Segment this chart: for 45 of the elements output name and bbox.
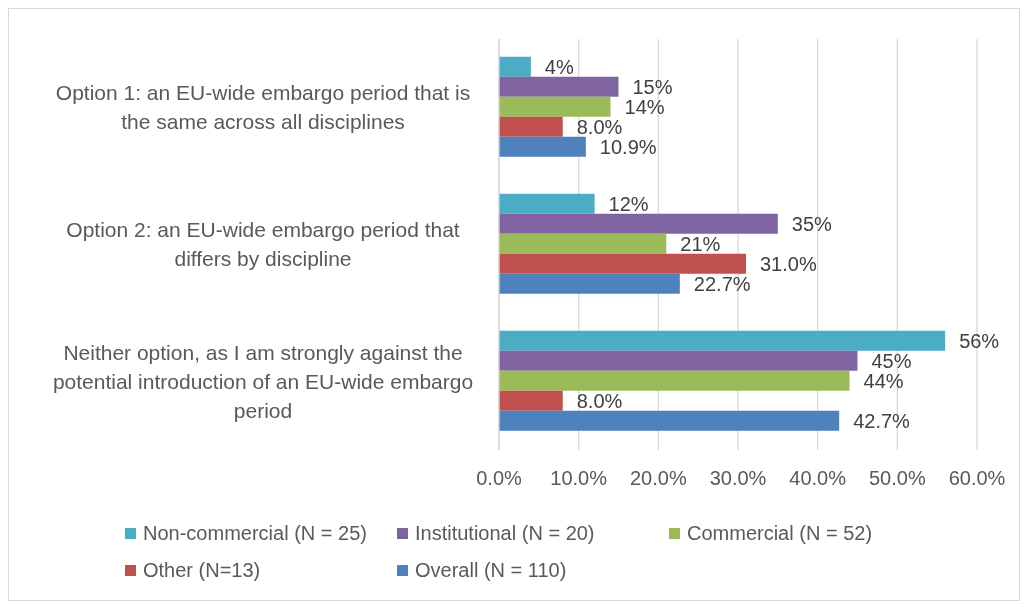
data-label: 8.0% bbox=[576, 115, 623, 138]
y-tick-label: Option 2: an EU-wide embargo period that differs by discipline bbox=[66, 218, 460, 271]
data-label: 45% bbox=[871, 349, 912, 372]
data-label: 44% bbox=[863, 369, 904, 392]
bar bbox=[499, 136, 586, 157]
legend-label: Institutional (N = 20) bbox=[415, 521, 595, 545]
bar bbox=[499, 213, 778, 234]
bar bbox=[499, 350, 858, 371]
x-tick-label: 20.0% bbox=[629, 467, 687, 490]
bar bbox=[499, 390, 563, 411]
data-label: 14% bbox=[624, 95, 665, 118]
x-tick-label: 10.0% bbox=[550, 467, 608, 490]
data-label: 21% bbox=[680, 232, 721, 255]
bar bbox=[499, 410, 840, 431]
y-tick-label: Option 1: an EU-wide embargo period that is the same across all disciplines bbox=[55, 81, 471, 134]
bar bbox=[499, 370, 850, 391]
data-label: 22.7% bbox=[693, 272, 751, 295]
x-tick-label: 60.0% bbox=[948, 467, 1006, 490]
bar bbox=[499, 76, 619, 97]
data-label: 15% bbox=[632, 75, 673, 98]
x-tick-label: 50.0% bbox=[868, 467, 926, 490]
data-label: 12% bbox=[608, 192, 649, 215]
bar bbox=[499, 273, 680, 294]
data-label: 4% bbox=[544, 55, 574, 78]
bar bbox=[499, 253, 746, 274]
data-label: 56% bbox=[959, 329, 1000, 352]
x-tick-label: 40.0% bbox=[789, 467, 847, 490]
legend-label: Other (N=13) bbox=[143, 558, 261, 582]
bar bbox=[499, 330, 946, 351]
bar bbox=[499, 193, 595, 214]
data-label: 8.0% bbox=[576, 389, 623, 412]
data-label: 35% bbox=[791, 212, 833, 235]
data-label: 10.9% bbox=[599, 135, 657, 158]
data-label: 42.7% bbox=[853, 409, 911, 432]
bar bbox=[499, 56, 531, 77]
x-tick-label: 0.0% bbox=[476, 467, 523, 490]
legend-label: Non-commercial (N = 25) bbox=[143, 521, 367, 545]
data-label: 31.0% bbox=[759, 252, 817, 275]
bar bbox=[499, 96, 611, 117]
bar bbox=[499, 233, 667, 254]
legend-label: Overall (N = 110) bbox=[415, 558, 567, 582]
x-tick-label: 30.0% bbox=[709, 467, 767, 490]
y-tick-label: Neither option, as I am strongly against the potential introduction of an EU-wide embargo period bbox=[52, 340, 474, 422]
bar bbox=[499, 116, 563, 137]
legend-label: Commercial (N = 52) bbox=[687, 521, 873, 545]
